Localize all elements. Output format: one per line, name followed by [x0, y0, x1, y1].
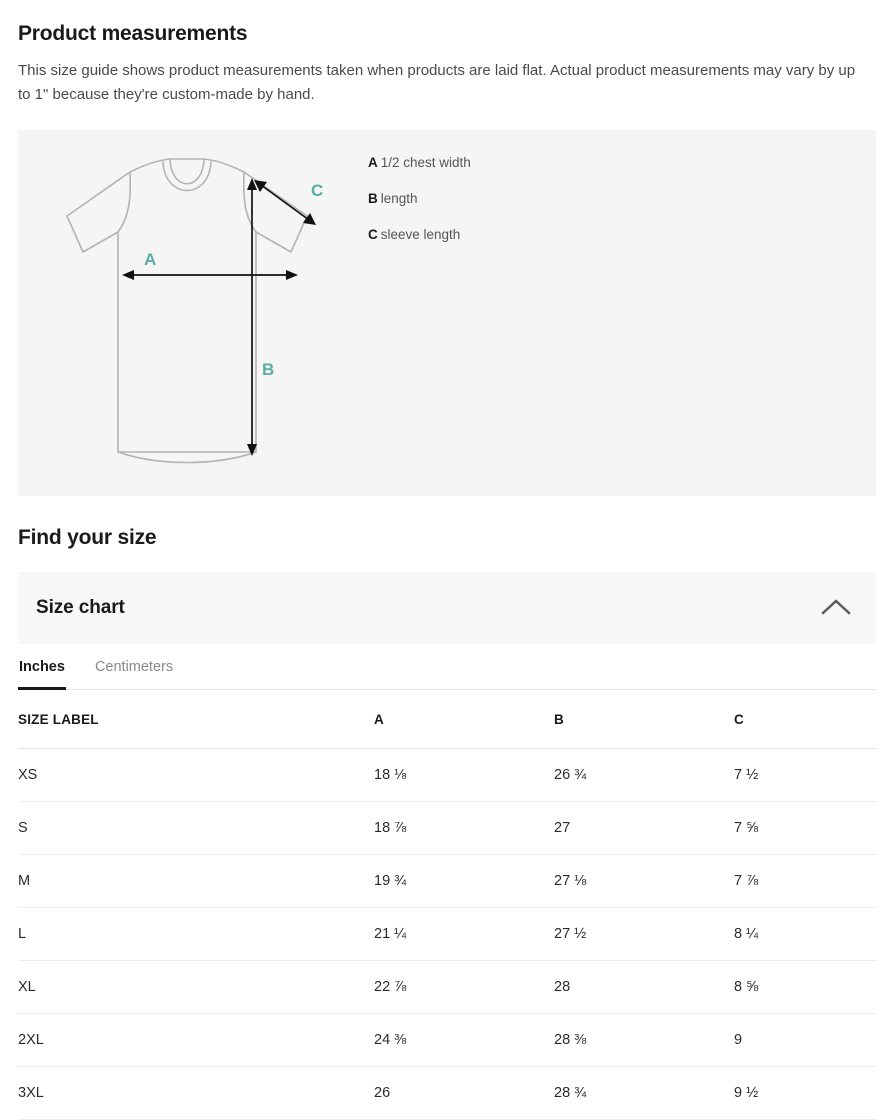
legend-key-b: B	[368, 191, 378, 206]
cell-b: 27	[554, 801, 734, 855]
diagram-label-c: C	[311, 181, 323, 200]
cell-b: 28	[554, 960, 734, 1014]
cell-a: 19 ¾	[374, 854, 554, 908]
cell-size-label: M	[18, 854, 374, 908]
column-header-a: A	[374, 690, 554, 749]
measure-arrow-b	[247, 178, 257, 456]
table-row: M 19 ¾ 27 ⅛ 7 ⅞	[18, 854, 876, 908]
page-title: Product measurements	[18, 22, 248, 45]
cell-a: 22 ⅞	[374, 960, 554, 1014]
find-your-size-title: Find your size	[18, 526, 157, 549]
cell-size-label: L	[18, 907, 374, 961]
legend-key-c: C	[368, 227, 378, 242]
cell-b: 27 ⅛	[554, 854, 734, 908]
size-chart-table: SIZE LABEL A B C XS 18 ⅛ 26 ¾ 7 ½ S 18 ⅞…	[18, 690, 876, 1120]
cell-a: 18 ⅞	[374, 801, 554, 855]
cell-size-label: 3XL	[18, 1066, 374, 1120]
chevron-up-icon	[821, 598, 851, 619]
diagram-label-b: B	[262, 360, 274, 379]
cell-a: 24 ⅜	[374, 1013, 554, 1067]
legend-text-b: length	[380, 191, 418, 206]
cell-b: 26 ¾	[554, 748, 734, 802]
cell-b: 27 ½	[554, 907, 734, 961]
table-row: 2XL 24 ⅜ 28 ⅜ 9	[18, 1013, 876, 1067]
table-row: XS 18 ⅛ 26 ¾ 7 ½	[18, 748, 876, 802]
cell-c: 7 ⅞	[734, 854, 876, 908]
diagram-label-a: A	[144, 250, 156, 269]
cell-b: 28 ⅜	[554, 1013, 734, 1067]
cell-size-label: 2XL	[18, 1013, 374, 1067]
intro-description: This size guide shows product measuremen…	[18, 62, 856, 103]
cell-c: 8 ¼	[734, 907, 876, 961]
cell-a: 21 ¼	[374, 907, 554, 961]
cell-c: 9	[734, 1013, 876, 1067]
size-chart-accordion-header[interactable]: Size chart	[18, 572, 876, 644]
cell-size-label: S	[18, 801, 374, 855]
column-header-b: B	[554, 690, 734, 749]
table-row: XL 22 ⅞ 28 8 ⅝	[18, 960, 876, 1014]
table-row: S 18 ⅞ 27 7 ⅝	[18, 801, 876, 855]
unit-tabs: Inches Centimeters	[18, 644, 876, 690]
size-chart-title: Size chart	[36, 597, 125, 618]
measure-arrow-c	[254, 180, 316, 225]
cell-c: 7 ⅝	[734, 801, 876, 855]
measure-arrow-a	[122, 270, 298, 280]
size-chart-table-body: XS 18 ⅛ 26 ¾ 7 ½ S 18 ⅞ 27 7 ⅝ M 19 ¾ 27…	[18, 748, 876, 1120]
legend-key-a: A	[368, 155, 378, 170]
tshirt-diagram: A B C	[18, 130, 368, 496]
cell-c: 9 ½	[734, 1066, 876, 1120]
cell-size-label: XL	[18, 960, 374, 1014]
column-header-c: C	[734, 690, 876, 749]
size-chart-accordion: Size chart Inches Centimeters SIZE LABEL	[18, 572, 876, 1120]
legend-item-a: A 1/2 chest width	[368, 154, 876, 172]
cell-size-label: XS	[18, 748, 374, 802]
cell-a: 26	[374, 1066, 554, 1120]
tab-inches[interactable]: Inches	[18, 644, 66, 690]
table-row: L 21 ¼ 27 ½ 8 ¼	[18, 907, 876, 961]
legend-text-a: 1/2 chest width	[380, 155, 471, 170]
cell-c: 8 ⅝	[734, 960, 876, 1014]
cell-c: 7 ½	[734, 748, 876, 802]
column-header-size-label: SIZE LABEL	[18, 690, 374, 749]
legend-text-c: sleeve length	[380, 227, 461, 242]
tshirt-illustration-svg: A B C	[66, 158, 323, 464]
table-header-row: SIZE LABEL A B C	[18, 690, 876, 749]
accordion-toggle-button[interactable]	[816, 588, 856, 628]
table-row: 3XL 26 28 ¾ 9 ½	[18, 1066, 876, 1120]
tab-centimeters[interactable]: Centimeters	[94, 644, 174, 690]
cell-a: 18 ⅛	[374, 748, 554, 802]
cell-b: 28 ¾	[554, 1066, 734, 1120]
